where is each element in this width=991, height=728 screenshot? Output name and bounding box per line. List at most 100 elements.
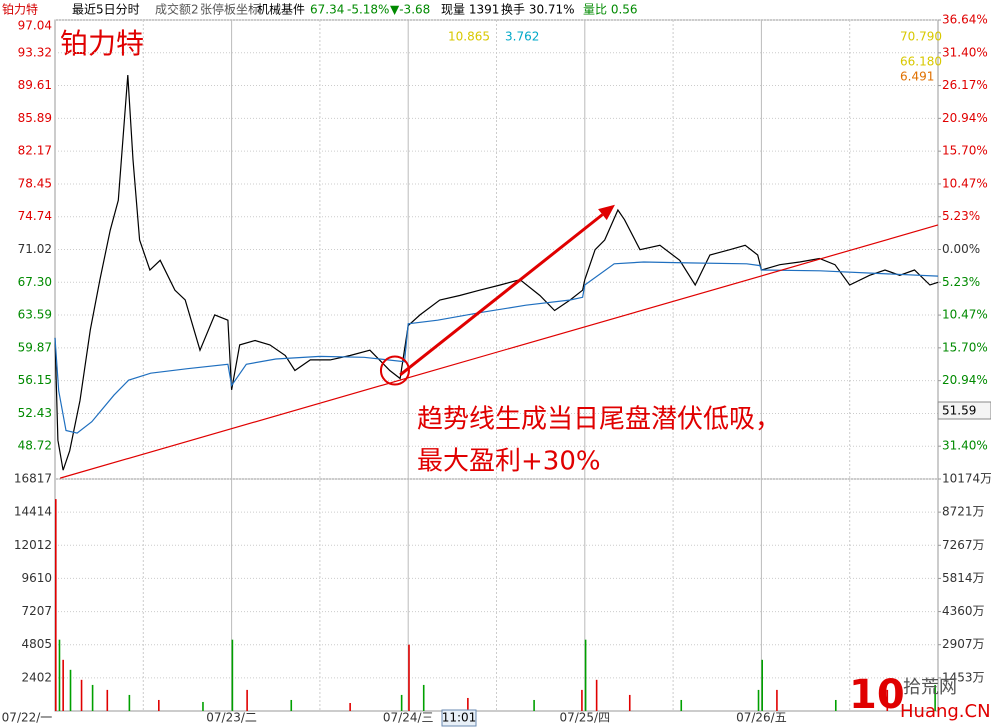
volume-bar (628, 694, 631, 711)
y2-tick-label: 31.40% (942, 45, 988, 59)
arrow-head (598, 204, 615, 221)
y-tick-label: 85.89 (18, 111, 52, 125)
date-label: 07/25/四 (559, 711, 610, 725)
cursor-price-box (937, 401, 991, 420)
volume-bar (55, 499, 57, 711)
volume-bar (128, 694, 131, 711)
header-item: 最近5日分时 (72, 3, 140, 17)
arrow (399, 213, 604, 377)
header-item: 67.34 (310, 3, 344, 17)
cursor-time: 11:01 (442, 711, 477, 725)
watermark-logo: 10 (849, 672, 905, 718)
annotation-line-2: 最大盈利+30% (417, 447, 601, 477)
volume-tick-label: 7207 (21, 604, 52, 618)
volume-bar (408, 644, 410, 711)
indicator-value: 66.180 (900, 55, 942, 69)
volume-y2-tick-label: 5814万 (942, 571, 985, 585)
y-tick-label: 82.17 (18, 144, 52, 158)
highlight-circle (379, 355, 410, 386)
volume-bar (533, 699, 535, 711)
volume-y2-tick-label: 2907万 (942, 637, 985, 651)
volume-bar (467, 697, 469, 711)
volume-bar (246, 689, 248, 711)
y2-tick-label: 36.64% (942, 13, 988, 27)
volume-tick-label: 14414 (14, 505, 52, 519)
volume-y2-tick-label: 1453万 (942, 670, 985, 684)
volume-bar (158, 699, 160, 711)
header-item: -5.18% (347, 3, 389, 17)
watermark-domain: Huang.CN (900, 701, 991, 722)
volume-y2-tick-label: 7267万 (942, 538, 985, 552)
y-tick-label: 63.59 (18, 308, 52, 322)
header-item: 量比 0.56 (583, 3, 638, 17)
volume-bar (69, 669, 72, 711)
volume-bar (58, 639, 61, 711)
volume-bar (886, 689, 889, 711)
header-item: 换手 30.71% (501, 3, 575, 17)
volume-bar (757, 689, 760, 711)
volume-bar (80, 679, 83, 711)
y-tick-label: 78.45 (18, 176, 52, 190)
y2-tick-label: 5.23% (942, 275, 980, 289)
volume-bar (834, 699, 837, 711)
y-tick-label: 71.02 (18, 242, 52, 256)
volume-y2-tick-label: 8721万 (942, 505, 985, 519)
y2-tick-label: 5.23% (942, 209, 980, 223)
y-tick-label: 59.87 (18, 340, 52, 354)
watermark-site: 拾荒网 (903, 677, 957, 698)
volume-bar (934, 684, 936, 711)
y2-tick-label: 31.40% (942, 439, 988, 453)
volume-bar (581, 689, 583, 711)
header-item: 机械基件 (257, 2, 305, 17)
volume-bar (231, 639, 234, 711)
date-label: 07/23/二 (206, 711, 257, 725)
volume-bar (776, 689, 778, 711)
y-tick-label: 89.61 (18, 78, 52, 92)
cursor-time-box (441, 709, 477, 727)
header-item: 现量 1391 (441, 3, 499, 17)
date-label: 07/22/一 (2, 711, 53, 725)
y2-tick-label: 15.70% (942, 340, 988, 354)
volume-bar (290, 699, 293, 711)
header-item: ▼-3.68 (390, 3, 430, 17)
y2-tick-label: 10.47% (942, 176, 988, 190)
volume-bar (62, 659, 64, 711)
indicator-value: 3.762 (505, 30, 539, 44)
cursor-price: 51.59 (942, 404, 976, 418)
volume-bar (595, 679, 598, 711)
indicator-value: 10.865 (448, 30, 490, 44)
y-tick-label: 67.30 (18, 275, 52, 289)
volume-bar (680, 699, 683, 711)
volume-bar (400, 694, 403, 711)
stock-title: 铂力特 (60, 27, 144, 60)
annotation-line-1: 趋势线生成当日尾盘潜伏低吸， (417, 405, 781, 435)
y-tick-label: 48.72 (18, 439, 52, 453)
date-label: 07/24/三 (383, 711, 434, 725)
y-tick-label: 74.74 (18, 209, 52, 223)
volume-bar (422, 684, 425, 711)
y-tick-label: 52.43 (18, 406, 52, 420)
y-tick-label: 56.15 (18, 373, 52, 387)
y2-tick-label: 0.00% (942, 242, 980, 256)
volume-tick-label: 2402 (21, 670, 52, 684)
y2-tick-label: 15.70% (942, 144, 988, 158)
volume-bar (91, 684, 94, 711)
y2-tick-label: 20.94% (942, 111, 988, 125)
y-tick-label: 97.04 (18, 19, 52, 33)
trendline (59, 224, 939, 479)
volume-y2-tick-label: 10174万 (942, 472, 991, 486)
volume-tick-label: 16817 (14, 472, 52, 486)
volume-bar (106, 689, 109, 711)
volume-bar (349, 702, 351, 711)
indicator-value: 6.491 (900, 70, 934, 84)
y2-tick-label: 20.94% (942, 373, 988, 387)
average-line (54, 261, 939, 434)
volume-y2-tick-label: 4360万 (942, 604, 985, 618)
volume-tick-label: 12012 (14, 538, 52, 552)
volume-tick-label: 9610 (21, 571, 52, 585)
header-item: 成交额2 (155, 2, 199, 17)
indicator-value: 70.790 (900, 30, 942, 44)
header-item: 张停板坐标 (200, 2, 260, 17)
